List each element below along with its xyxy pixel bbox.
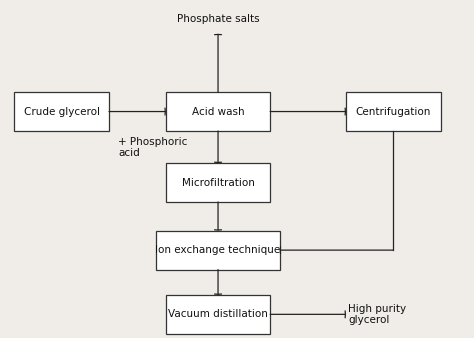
Text: + Phosphoric
acid: + Phosphoric acid (118, 137, 188, 159)
Text: Ion exchange technique: Ion exchange technique (155, 245, 281, 255)
Bar (166, 163, 270, 202)
Text: Centrifugation: Centrifugation (356, 106, 431, 117)
Text: Phosphate salts: Phosphate salts (177, 14, 259, 24)
Text: High purity
glycerol: High purity glycerol (348, 304, 407, 325)
Text: Crude glycerol: Crude glycerol (24, 106, 100, 117)
Bar (156, 231, 280, 270)
Text: Acid wash: Acid wash (191, 106, 245, 117)
Bar (346, 92, 441, 131)
Bar (14, 92, 109, 131)
Text: Microfiltration: Microfiltration (182, 177, 255, 188)
Text: Vacuum distillation: Vacuum distillation (168, 309, 268, 319)
Bar (166, 295, 270, 334)
Bar (166, 92, 270, 131)
